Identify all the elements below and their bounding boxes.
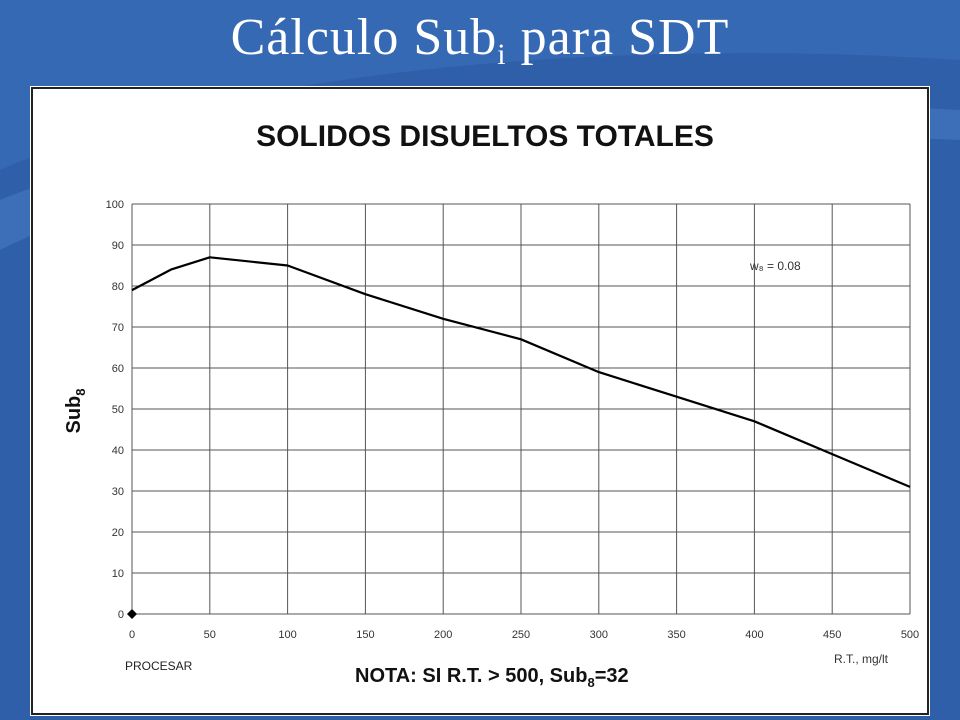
chart-note-suffix: =32 <box>595 665 629 687</box>
processing-label: PROCESAR <box>125 659 193 673</box>
series <box>127 256 911 619</box>
chart-note: NOTA: SI R.T. > 500, Sub8=32 <box>355 665 629 690</box>
x-tick-label: 200 <box>434 629 452 641</box>
slide-title: Cálculo Subi para SDT <box>0 12 960 70</box>
slide-title-subscript: i <box>497 38 507 71</box>
x-tick-label: 350 <box>667 629 685 641</box>
origin-marker <box>127 609 137 619</box>
tick-labels: 0 10 20 30 40 50 60 70 80 90 100 0 50 100 150 200 250 300… <box>106 199 920 641</box>
chart-title: SOLIDOS DISUELTOS TOTALES <box>256 120 714 153</box>
y-tick-label: 90 <box>112 240 124 252</box>
y-axis-label-sub: 8 <box>73 388 88 395</box>
annotation-w8: w₈ = 0.08 <box>749 259 801 273</box>
y-tick-label: 40 <box>112 445 124 457</box>
grid <box>131 203 911 615</box>
chart-note-prefix: NOTA: SI R.T. > 500, Sub <box>355 665 587 687</box>
x-tick-label: 150 <box>356 629 374 641</box>
x-axis-label: R.T., mg/lt <box>834 652 889 666</box>
chart: SOLIDOS DISUELTOS TOTALES 0 10 20 30 40 50 60 7… <box>31 87 929 715</box>
y-tick-label: 60 <box>112 363 124 375</box>
slide-title-main: Cálculo Sub <box>230 9 498 66</box>
y-axis-label-main: Sub <box>63 396 85 434</box>
y-tick-label: 10 <box>112 568 124 580</box>
y-tick-label: 100 <box>106 199 124 211</box>
x-tick-label: 500 <box>901 629 919 641</box>
chart-border <box>31 87 929 715</box>
x-tick-label: 450 <box>823 629 841 641</box>
x-tick-label: 50 <box>204 629 216 641</box>
y-tick-label: 30 <box>112 486 124 498</box>
chart-card: SOLIDOS DISUELTOS TOTALES 0 10 20 30 40 50 60 7… <box>30 86 930 716</box>
y-tick-label: 80 <box>112 281 124 293</box>
x-tick-label: 100 <box>278 629 296 641</box>
chart-note-sub: 8 <box>587 675 594 690</box>
x-tick-label: 250 <box>512 629 530 641</box>
y-tick-label: 0 <box>118 609 124 621</box>
y-axis-label: Sub8 <box>63 388 88 433</box>
x-tick-label: 0 <box>129 629 135 641</box>
x-tick-label: 300 <box>590 629 608 641</box>
y-tick-label: 70 <box>112 322 124 334</box>
y-tick-label: 50 <box>112 404 124 416</box>
slide-title-rest: para SDT <box>506 9 730 66</box>
y-tick-label: 20 <box>112 527 124 539</box>
series-line <box>131 256 911 488</box>
x-tick-label: 400 <box>745 629 763 641</box>
